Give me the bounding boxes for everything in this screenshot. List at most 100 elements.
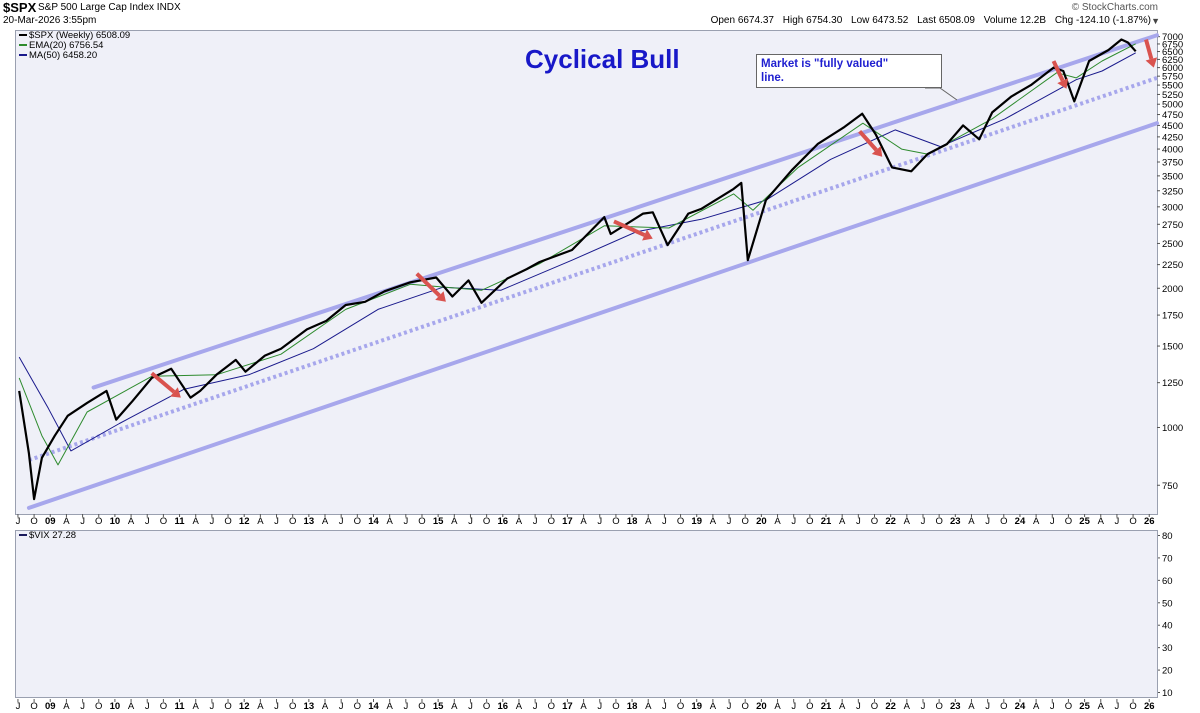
price-x-tick-label: O xyxy=(418,516,425,527)
price-x-tick-label: J xyxy=(1050,516,1055,527)
vix-x-tick-label: A xyxy=(128,701,135,712)
price-y-tick-label: 1500 xyxy=(1162,342,1183,353)
price-y-tick-label: 4250 xyxy=(1162,132,1183,143)
price-x-tick-label: O xyxy=(871,516,878,527)
vix-x-tick-label: O xyxy=(30,701,37,712)
vix-x-tick-label: 15 xyxy=(433,701,444,712)
price-x-tick-label: O xyxy=(1000,516,1007,527)
price-x-tick-label: O xyxy=(1065,516,1072,527)
vix-x-tick-label: A xyxy=(1098,701,1105,712)
vix-x-tick-label: J xyxy=(274,701,279,712)
vix-x-tick-label: 20 xyxy=(756,701,767,712)
price-x-tick-label: A xyxy=(774,516,781,527)
vix-x-tick-label: 26 xyxy=(1144,701,1155,712)
price-x-tick-label: J xyxy=(339,516,344,527)
price-y-tick-label: 3500 xyxy=(1162,171,1183,182)
price-y-tick-label: 5250 xyxy=(1162,90,1183,101)
vix-x-tick-label: J xyxy=(145,701,150,712)
price-x-tick-label: J xyxy=(210,516,215,527)
vix-x-tick-label: O xyxy=(1065,701,1072,712)
price-x-tick-label: J xyxy=(727,516,732,527)
vix-y-tick-label: 40 xyxy=(1162,621,1173,632)
price-x-tick-label: J xyxy=(468,516,473,527)
price-y-tick-label: 2750 xyxy=(1162,220,1183,231)
price-x-tick-label: 11 xyxy=(175,516,186,527)
vix-x-tick-label: 11 xyxy=(175,701,186,712)
vix-x-tick-label: J xyxy=(16,701,21,712)
symbol-label: $SPX xyxy=(3,0,37,15)
price-x-tick-label: A xyxy=(516,516,523,527)
vix-x-tick-label: J xyxy=(403,701,408,712)
price-y-tick-label: 3250 xyxy=(1162,186,1183,197)
price-y-tick-label: 1750 xyxy=(1162,311,1183,322)
price-x-tick-label: 12 xyxy=(239,516,250,527)
vix-x-tick-label: J xyxy=(533,701,538,712)
vix-x-tick-label: A xyxy=(386,701,393,712)
callout-line-2: line. xyxy=(761,72,785,84)
exchange-label: INDX xyxy=(156,2,181,13)
low-label: Low xyxy=(851,15,870,26)
vix-x-tick-label: J xyxy=(80,701,85,712)
price-x-tick-label: O xyxy=(95,516,102,527)
pullback-arrow-head xyxy=(1145,57,1158,68)
vix-x-tick-label: J xyxy=(921,701,926,712)
price-x-tick-label: A xyxy=(645,516,652,527)
vix-x-tick-label: A xyxy=(451,701,458,712)
vix-panel xyxy=(15,530,1158,698)
price-x-tick-label: 20 xyxy=(756,516,767,527)
vix-x-tick-label: J xyxy=(1050,701,1055,712)
vix-y-tick-label: 50 xyxy=(1162,598,1173,609)
price-x-tick-label: A xyxy=(193,516,200,527)
callout-pointer xyxy=(925,87,958,101)
price-x-tick-label: O xyxy=(806,516,813,527)
legend-ma: MA(50) 6458.20 xyxy=(19,51,130,61)
pullback-arrow-head xyxy=(642,229,653,241)
price-x-tick-label: A xyxy=(386,516,393,527)
price-x-tick-label: 19 xyxy=(691,516,702,527)
price-x-tick-label: O xyxy=(224,516,231,527)
pullback-arrow-head xyxy=(1057,78,1069,89)
vix-x-tick-label: O xyxy=(1000,701,1007,712)
price-x-tick-label: A xyxy=(1098,516,1105,527)
open-label: Open xyxy=(710,15,736,26)
vix-x-tick-label: A xyxy=(1033,701,1040,712)
price-x-tick-label: J xyxy=(1115,516,1120,527)
chart-header: $SPX S&P 500 Large Cap Index INDX 20-Mar… xyxy=(0,0,1200,30)
price-x-tick-label: A xyxy=(904,516,911,527)
vix-x-tick-label: A xyxy=(257,701,264,712)
fully-valued-callout: Market is "fully valued" line. xyxy=(756,54,942,88)
price-x-tick-label: A xyxy=(1033,516,1040,527)
vix-x-tick-label: O xyxy=(806,701,813,712)
price-x-tick-label: J xyxy=(856,516,861,527)
vix-x-tick-label: O xyxy=(1129,701,1136,712)
price-x-tick-label: A xyxy=(580,516,587,527)
price-x-tick-label: J xyxy=(16,516,21,527)
vix-x-tick-label: 13 xyxy=(304,701,315,712)
vix-x-tick-label: 18 xyxy=(627,701,638,712)
vix-x-tick-label: 17 xyxy=(562,701,573,712)
legend-ema-label: EMA(20) 6756.54 xyxy=(29,40,104,51)
price-x-tick-label: A xyxy=(322,516,329,527)
legend-ma-label: MA(50) 6458.20 xyxy=(29,50,98,61)
price-x-tick-label: J xyxy=(597,516,602,527)
ema20-line xyxy=(18,43,1136,466)
vix-y-tick-label: 10 xyxy=(1162,688,1173,699)
chg-value: -124.10 (-1.87%) xyxy=(1075,15,1151,26)
price-y-tick-label: 3000 xyxy=(1162,202,1183,213)
price-x-tick-label: 15 xyxy=(433,516,444,527)
vix-x-tick-label: J xyxy=(597,701,602,712)
price-x-tick-label: 18 xyxy=(627,516,638,527)
vix-y-tick-label: 20 xyxy=(1162,666,1173,677)
pullback-arrow-shaft xyxy=(858,129,878,152)
dropdown-caret-icon[interactable]: ▼ xyxy=(1151,16,1160,26)
vix-x-tick-label: J xyxy=(727,701,732,712)
vix-x-tick-label: J xyxy=(985,701,990,712)
vix-x-tick-label: 23 xyxy=(950,701,961,712)
price-x-tick-label: O xyxy=(354,516,361,527)
price-y-tick-label: 2250 xyxy=(1162,260,1183,271)
price-x-tick-label: O xyxy=(30,516,37,527)
vix-x-tick-label: J xyxy=(662,701,667,712)
last-value: 6508.09 xyxy=(938,15,975,26)
price-y-tick-label: 3750 xyxy=(1162,158,1183,169)
price-y-tick-label: 2500 xyxy=(1162,239,1183,250)
